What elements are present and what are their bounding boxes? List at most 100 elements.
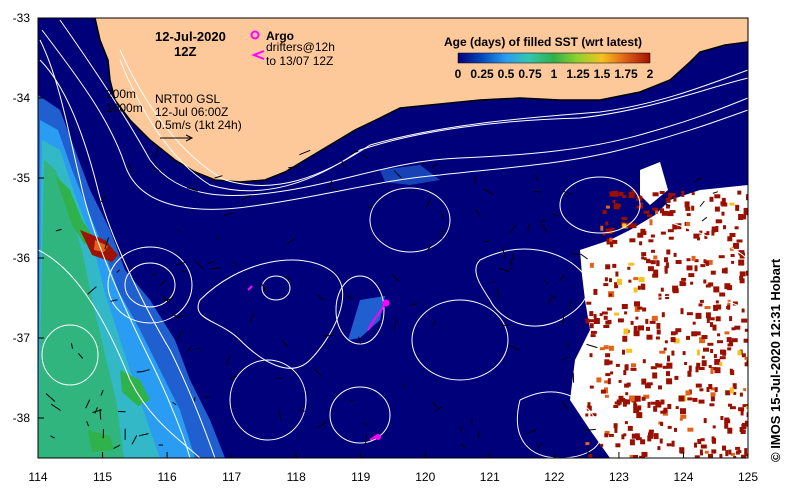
old-data-pixel bbox=[741, 353, 746, 358]
old-data-pixel bbox=[640, 439, 646, 445]
old-data-pixel bbox=[709, 317, 715, 321]
old-data-pixel bbox=[722, 445, 726, 451]
old-data-pixel bbox=[646, 382, 653, 386]
old-data-pixel bbox=[645, 318, 649, 324]
y-tick-label: -33 bbox=[13, 11, 31, 25]
old-data-pixel bbox=[672, 223, 678, 230]
legend-tick-label: 1.75 bbox=[614, 67, 638, 81]
velocity-arrow bbox=[431, 162, 439, 169]
velocity-arrow bbox=[509, 258, 514, 265]
velocity-arrow bbox=[570, 252, 581, 256]
old-data-pixel bbox=[691, 205, 695, 211]
y-tick-label: -36 bbox=[13, 251, 31, 265]
old-data-pixel bbox=[660, 231, 666, 235]
legend-tick-label: 1 bbox=[551, 67, 558, 81]
old-data-pixel bbox=[726, 337, 732, 343]
old-data-pixel bbox=[715, 226, 719, 232]
old-data-pixel bbox=[617, 278, 622, 285]
old-data-pixel bbox=[615, 363, 620, 367]
old-data-pixel bbox=[704, 306, 711, 309]
old-data-pixel bbox=[657, 446, 661, 451]
legend-tick-label: 0.5 bbox=[498, 67, 515, 81]
old-data-pixel bbox=[655, 400, 660, 403]
old-data-pixel bbox=[627, 425, 633, 431]
velocity-arrow bbox=[104, 237, 109, 250]
velocity-arrow bbox=[508, 344, 520, 351]
old-data-pixel bbox=[739, 427, 744, 432]
x-tick-label: 124 bbox=[673, 470, 693, 484]
old-data-pixel bbox=[637, 435, 641, 440]
velocity-arrow bbox=[587, 447, 590, 456]
velocity-arrow bbox=[204, 396, 210, 398]
old-data-pixel bbox=[705, 284, 711, 288]
old-data-pixel bbox=[719, 362, 723, 366]
old-data-pixel bbox=[667, 211, 674, 217]
old-data-pixel bbox=[691, 192, 695, 196]
old-data-pixel bbox=[659, 350, 666, 354]
old-data-pixel bbox=[741, 214, 747, 220]
old-data-pixel bbox=[604, 387, 608, 394]
old-data-pixel bbox=[637, 405, 642, 411]
old-data-pixel bbox=[655, 401, 662, 408]
velocity-arrow bbox=[316, 421, 328, 429]
old-data-pixel bbox=[659, 438, 663, 444]
velocity-arrow bbox=[298, 407, 306, 412]
x-tick-label: 118 bbox=[287, 470, 306, 484]
old-data-pixel bbox=[658, 385, 662, 390]
old-data-pixel bbox=[614, 426, 618, 433]
old-data-pixel bbox=[666, 378, 673, 385]
old-data-pixel bbox=[610, 242, 614, 248]
old-data-pixel bbox=[614, 282, 619, 289]
old-data-pixel bbox=[663, 347, 667, 351]
velocity-arrow bbox=[261, 283, 268, 294]
old-data-pixel bbox=[728, 449, 732, 455]
old-data-pixel bbox=[743, 212, 748, 216]
credit-text: © IMOS 15-Jul-2020 12:31 Hobart bbox=[768, 258, 783, 462]
y-tick-label: -38 bbox=[13, 411, 31, 425]
old-data-pixel bbox=[698, 367, 705, 370]
old-data-pixel bbox=[695, 366, 699, 373]
old-data-pixel bbox=[647, 266, 654, 272]
old-data-pixel bbox=[650, 234, 655, 238]
old-data-pixel bbox=[629, 395, 636, 402]
velocity-arrow bbox=[434, 405, 444, 412]
old-data-pixel bbox=[626, 399, 630, 405]
old-data-pixel bbox=[706, 387, 710, 392]
old-data-pixel bbox=[585, 413, 589, 417]
old-data-pixel bbox=[716, 304, 722, 310]
old-data-pixel bbox=[649, 320, 656, 324]
old-data-pixel bbox=[744, 453, 748, 457]
old-data-pixel bbox=[615, 443, 621, 448]
velocity-arrow bbox=[499, 324, 510, 326]
old-data-pixel bbox=[711, 436, 715, 443]
old-data-pixel bbox=[714, 206, 720, 212]
old-data-pixel bbox=[650, 366, 657, 370]
velocity-arrow bbox=[393, 317, 398, 330]
velocity-arrow bbox=[499, 267, 510, 273]
velocity-arrow bbox=[241, 195, 251, 201]
old-data-pixel bbox=[682, 351, 686, 356]
old-data-pixel bbox=[659, 191, 665, 194]
old-data-pixel bbox=[647, 401, 651, 408]
old-data-pixel bbox=[667, 355, 670, 362]
old-data-pixel bbox=[744, 356, 748, 360]
old-data-pixel bbox=[648, 239, 654, 243]
old-data-pixel bbox=[701, 360, 707, 367]
velocity-arrow bbox=[566, 341, 569, 349]
old-data-pixel bbox=[686, 265, 693, 271]
old-data-pixel bbox=[599, 313, 603, 317]
velocity-arrow bbox=[662, 202, 671, 207]
old-data-pixel bbox=[730, 254, 735, 257]
old-data-pixel bbox=[653, 255, 658, 260]
old-data-pixel bbox=[727, 347, 732, 351]
old-data-pixel bbox=[720, 416, 724, 420]
old-data-pixel bbox=[699, 337, 706, 344]
old-data-pixel bbox=[744, 362, 748, 367]
old-data-pixel bbox=[686, 258, 691, 262]
old-data-pixel bbox=[679, 417, 683, 421]
old-data-pixel bbox=[739, 253, 745, 259]
old-data-pixel bbox=[725, 450, 729, 457]
old-data-pixel bbox=[626, 382, 631, 387]
velocity-arrow bbox=[176, 330, 184, 341]
